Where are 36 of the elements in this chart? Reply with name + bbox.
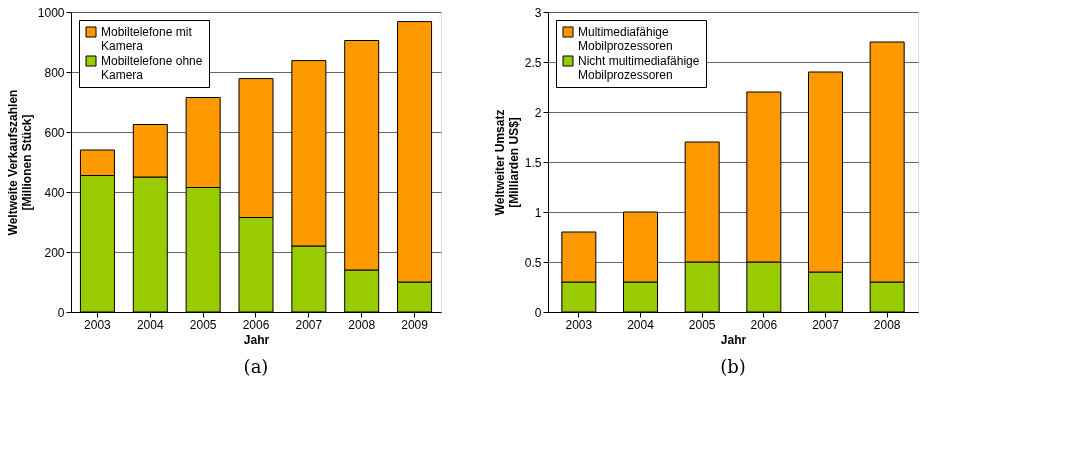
x-tick-label: 2004 bbox=[136, 317, 164, 332]
y-tick-label: 0 bbox=[534, 305, 542, 320]
x-tick-label: 2008 bbox=[873, 317, 901, 332]
text: (b) bbox=[720, 356, 746, 377]
x-tick-label: 2005 bbox=[189, 317, 217, 332]
y-tick-label: 400 bbox=[44, 185, 65, 200]
x-tick-label: 2003 bbox=[84, 317, 112, 332]
y-tick-label: 0.5 bbox=[524, 255, 542, 270]
legend-label: Mobiltelefone ohne Kamera bbox=[101, 54, 203, 82]
y-tick-label: 600 bbox=[44, 125, 65, 140]
y-tick-label: 0 bbox=[57, 305, 65, 320]
x-axis-title: Jahr bbox=[720, 332, 747, 347]
y-tick-label: 1.5 bbox=[524, 155, 542, 170]
x-tick-label: 2006 bbox=[750, 317, 778, 332]
x-tick-label: 2009 bbox=[401, 317, 429, 332]
legend-label: Multimediafähige Mobilprozessoren bbox=[578, 25, 673, 53]
text: (a) bbox=[243, 356, 269, 377]
y-tick-label: 2.5 bbox=[524, 55, 542, 70]
y-axis-title: Weltweiter Umsatz [Milliarden US$] bbox=[492, 109, 521, 216]
y-tick-label: 1000 bbox=[37, 5, 65, 20]
y-tick-label: 1 bbox=[534, 205, 542, 220]
legend-label: Nicht multimediafähige Mobilprozessoren bbox=[578, 54, 700, 82]
y-tick-label: 800 bbox=[44, 65, 65, 80]
y-tick-label: 200 bbox=[44, 245, 65, 260]
x-axis-title: Jahr bbox=[243, 332, 270, 347]
x-tick-label: 2004 bbox=[627, 317, 655, 332]
x-tick-label: 2007 bbox=[295, 317, 323, 332]
x-tick-label: 2005 bbox=[688, 317, 716, 332]
x-tick-label: 2007 bbox=[812, 317, 840, 332]
y-tick-label: 2 bbox=[534, 105, 542, 120]
y-axis-title: Weltweite Verkaufszahlen [Millionen Stück] bbox=[5, 89, 34, 236]
x-tick-label: 2006 bbox=[242, 317, 270, 332]
y-tick-label: 3 bbox=[534, 5, 542, 20]
legend-label: Mobiltelefone mit Kamera bbox=[101, 25, 193, 53]
x-tick-label: 2003 bbox=[565, 317, 593, 332]
x-tick-label: 2008 bbox=[348, 317, 376, 332]
